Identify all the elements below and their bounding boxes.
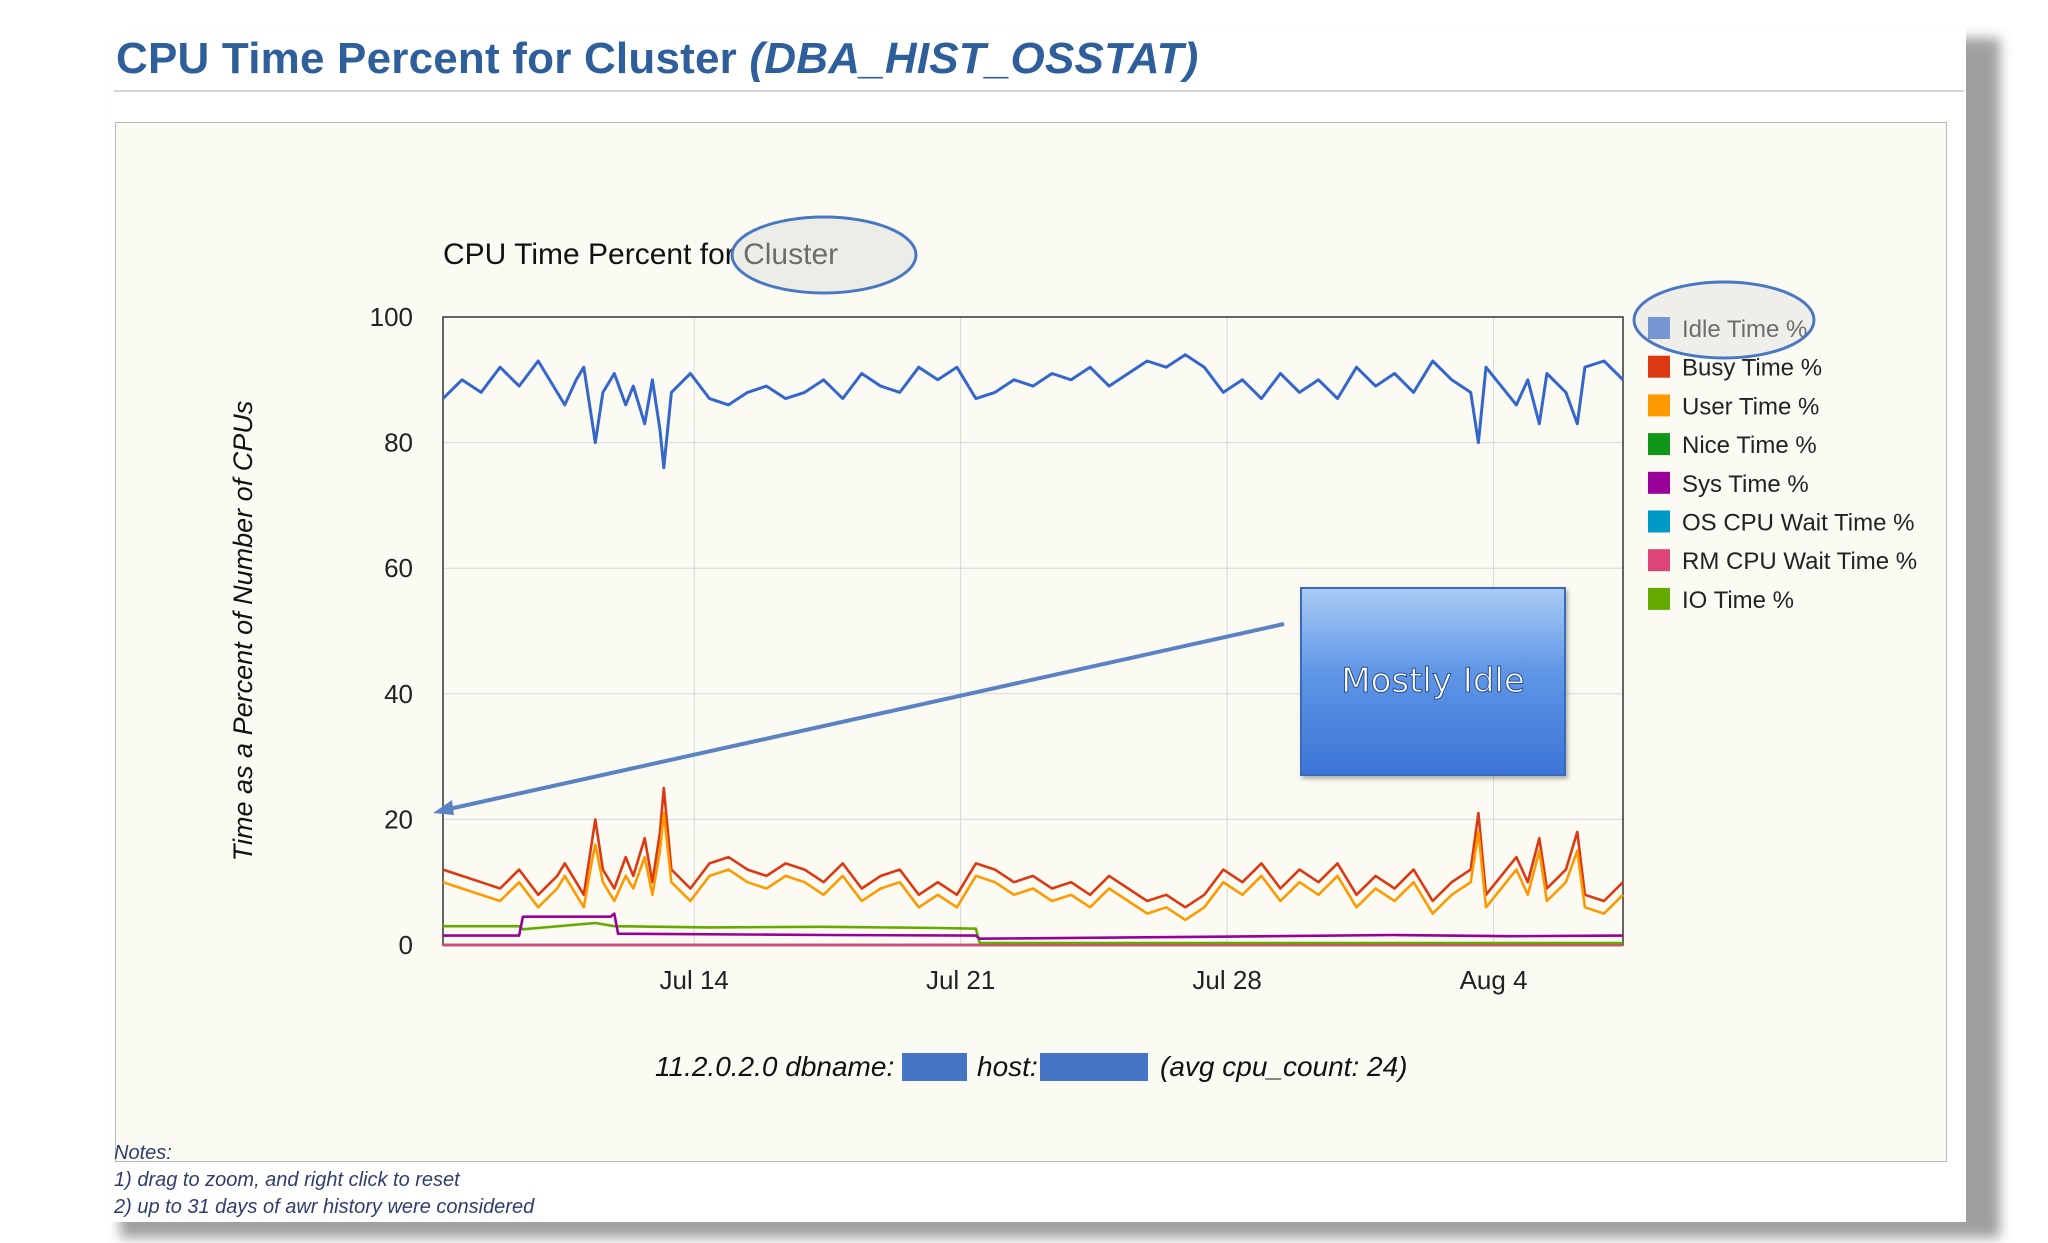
x-tick-label-1: Jul 21 [926, 965, 995, 995]
y-axis-label: Time as a Percent of Number of CPUs [228, 401, 258, 861]
legend-label-1: Busy Time % [1682, 355, 1822, 382]
chart-title: CPU Time Percent for Cluster [443, 238, 838, 271]
title-divider [114, 90, 1964, 92]
y-tick-label-5: 100 [370, 302, 413, 332]
y-tick-label-0: 0 [399, 930, 413, 960]
notes-header: Notes: [114, 1142, 172, 1164]
series-line-0 [441, 353, 1625, 470]
legend-swatch-6 [1648, 549, 1670, 572]
subtitle-dbname: 11.2.0.2.0 dbname: [655, 1051, 894, 1082]
series-line-1 [442, 786, 1624, 909]
redacted-dbname [902, 1053, 967, 1081]
x-tick-label-2: Jul 28 [1192, 965, 1261, 995]
legend-highlight-ellipse [1632, 280, 1816, 360]
title-highlight-ellipse [730, 215, 918, 295]
series-line-2 [442, 811, 1624, 922]
notes-line-2: 2) up to 31 days of awr history were con… [114, 1196, 535, 1218]
callout-text: Mostly Idle [1341, 661, 1525, 701]
page-title: CPU Time Percent for Cluster (DBA_HIST_O… [116, 34, 1199, 84]
x-tick-label-3: Aug 4 [1460, 965, 1528, 995]
legend-label-3: Nice Time % [1682, 432, 1817, 459]
legend-swatch-0 [1648, 317, 1670, 339]
callout-arrow-head [433, 800, 454, 815]
y-tick-label-4: 80 [384, 428, 413, 458]
notes: Notes: 1) drag to zoom, and right click … [114, 1140, 534, 1221]
legend-swatch-4 [1648, 471, 1670, 494]
legend-label-7: IO Time % [1682, 587, 1794, 614]
legend-label-4: Sys Time % [1682, 471, 1809, 498]
callout-arrow-line [439, 622, 1285, 813]
page-title-main: CPU Time Percent for Cluster [116, 34, 737, 83]
y-tick-label-2: 40 [384, 679, 413, 709]
y-tick-label-3: 60 [384, 553, 413, 583]
legend-swatch-5 [1648, 510, 1670, 533]
legend-label-5: OS CPU Wait Time % [1682, 510, 1914, 537]
y-tick-label-1: 20 [384, 804, 413, 834]
subtitle-cpu-count: (avg cpu_count: 24) [1160, 1051, 1408, 1082]
legend-label-0: Idle Time % [1682, 316, 1807, 343]
series-line-4 [443, 912, 1624, 940]
legend-swatch-3 [1648, 433, 1670, 456]
legend-swatch-1 [1648, 355, 1670, 378]
legend-swatch-7 [1648, 587, 1670, 610]
subtitle-host: host: [977, 1051, 1038, 1082]
x-tick-label-0: Jul 14 [660, 965, 729, 995]
page-title-sub: (DBA_HIST_OSSTAT) [749, 34, 1199, 83]
notes-line-1: 1) drag to zoom, and right click to rese… [114, 1169, 460, 1191]
legend-swatch-2 [1648, 394, 1670, 417]
callout-box [1300, 587, 1566, 776]
redacted-host [1040, 1053, 1148, 1081]
legend-label-2: User Time % [1682, 393, 1819, 420]
legend-label-6: RM CPU Wait Time % [1682, 548, 1917, 575]
